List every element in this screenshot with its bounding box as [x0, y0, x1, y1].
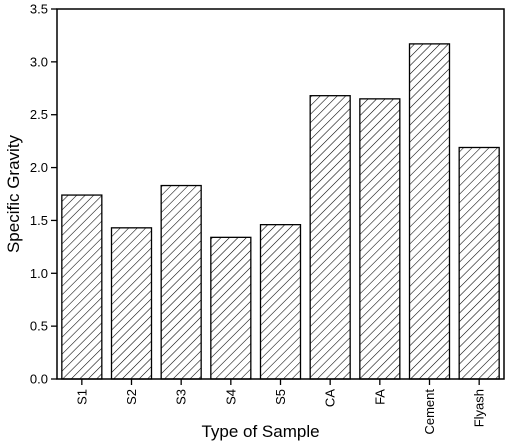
bar-ca [309, 95, 351, 380]
bar-fa [359, 98, 401, 380]
bar-s5 [259, 224, 302, 380]
y-tick-label: 1.0 [30, 266, 48, 281]
x-tick-label-ca: CA [323, 389, 338, 407]
bars-layer [61, 43, 500, 380]
y-axis-title: Specific Gravity [4, 134, 23, 253]
y-tick-label: 2.5 [30, 107, 48, 122]
x-tick-label-s1: S1 [74, 389, 89, 405]
x-tick-label-s2: S2 [124, 389, 139, 405]
bar-s1 [61, 194, 103, 380]
bar-s2 [110, 227, 153, 380]
bar-flyash [458, 146, 500, 380]
y-tick-label: 0.5 [30, 319, 48, 334]
x-tick-label-fa: FA [372, 389, 387, 405]
y-tick-label: 3.0 [30, 54, 48, 69]
bar-s4 [210, 236, 252, 380]
bar-cement [408, 43, 451, 380]
x-axis-title: Type of Sample [201, 422, 319, 441]
y-tick-label: 3.5 [30, 2, 48, 17]
x-tick-label-flyash: Flyash [472, 389, 487, 427]
y-tick-label: 1.5 [30, 213, 48, 228]
x-tick-label-cement: Cement [422, 389, 437, 435]
x-axis-ticks: S1 S2 S3 S4 S5 CA FA Cement Flyash [74, 379, 487, 435]
x-tick-label-s3: S3 [174, 389, 189, 405]
y-axis-ticks: 0.0 0.5 1.0 1.5 2.0 2.5 3.0 3.5 [30, 2, 57, 387]
y-tick-label: 0.0 [30, 372, 48, 387]
x-tick-label-s4: S4 [223, 389, 238, 405]
bar-s3 [160, 184, 202, 380]
x-tick-label-s5: S5 [273, 389, 288, 405]
y-tick-label: 2.0 [30, 160, 48, 175]
